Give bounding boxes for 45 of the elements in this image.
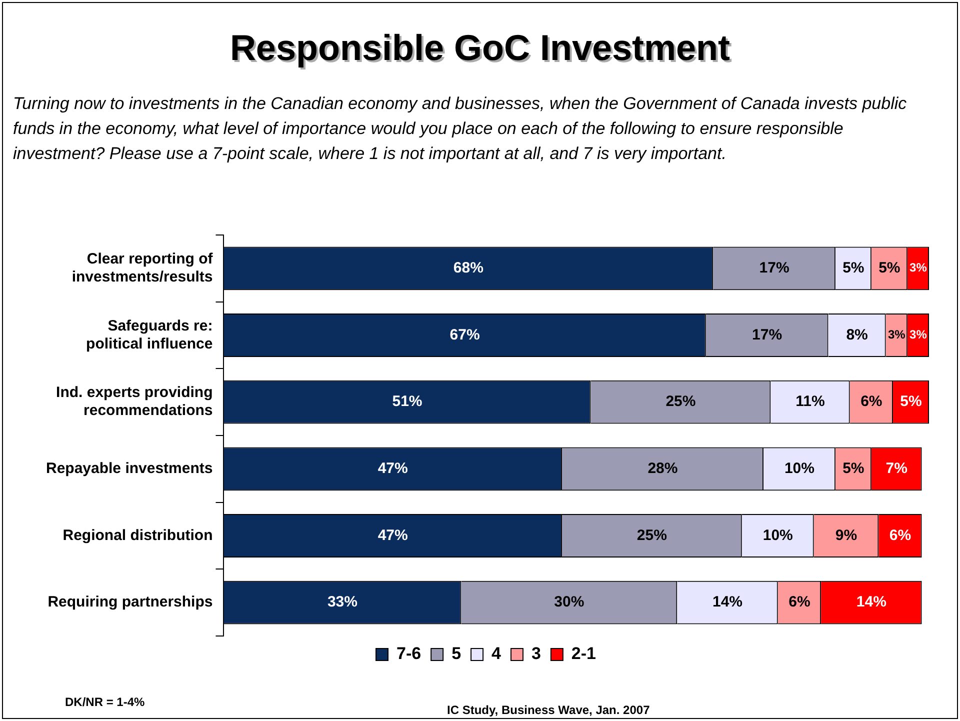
data-label: 51% (392, 393, 422, 410)
chart-title: Responsible GoC Investment (228, 27, 732, 69)
data-label: 10% (784, 460, 814, 478)
data-label: 17% (759, 260, 790, 277)
data-label: 14% (856, 594, 886, 611)
text: DK/NR = 1-4% (65, 695, 145, 709)
legend-label: 3 (531, 644, 541, 664)
data-label: 10% (762, 526, 793, 544)
legend-label: 7-6 (396, 644, 422, 664)
data-label: 30% (554, 594, 584, 611)
data-label: 3% (888, 328, 906, 342)
data-label: 9% (835, 526, 858, 544)
y-tick-label: Requiring partnerships (48, 594, 213, 611)
data-label: 14% (712, 594, 743, 611)
legend-label: 4 (492, 644, 502, 664)
data-label: 7% (886, 460, 908, 478)
data-label: 6% (889, 526, 912, 544)
data-label: 25% (636, 526, 667, 544)
text: IC Study, Business Wave, Jan. 2007 (447, 703, 650, 717)
data-label: 6% (860, 393, 882, 410)
data-label: 3% (910, 328, 928, 342)
legend-label: 5 (452, 644, 462, 664)
legend-label: 2-1 (571, 644, 596, 664)
data-label: 17% (752, 326, 782, 344)
y-tick-label: Safeguards re: political influence (86, 317, 213, 352)
y-tick-label: Regional distribution (62, 526, 213, 544)
data-label: 47% (378, 460, 408, 478)
y-tick-label: Ind. experts providing recommendations (56, 384, 213, 420)
data-label: 6% (788, 594, 810, 611)
data-label: 3% (910, 260, 928, 275)
data-label: 5% (900, 393, 922, 410)
data-label: 5% (842, 460, 864, 478)
data-label: 28% (648, 460, 678, 478)
chart-subtitle: Turning now to investments in the Canadian economy and businesses, when the Government of Canada invests public funds in the economy, what level of importance would you place on each of the following to ensure responsible investment? Please use a 7-point scale, where 1 is not important at all, and 7 is very important. (13, 93, 908, 165)
data-label: 47% (378, 526, 408, 544)
y-tick-label: Clear reporting of investments/results (72, 250, 214, 286)
data-label: 8% (846, 326, 868, 344)
data-label: 25% (666, 393, 696, 410)
data-label: 5% (842, 260, 864, 277)
data-label: 68% (453, 260, 484, 277)
y-tick-label: Repayable investments (46, 460, 213, 478)
data-label: 11% (796, 393, 825, 410)
data-label: 33% (327, 594, 358, 611)
data-label: 67% (450, 326, 480, 344)
data-label: 5% (878, 260, 900, 277)
